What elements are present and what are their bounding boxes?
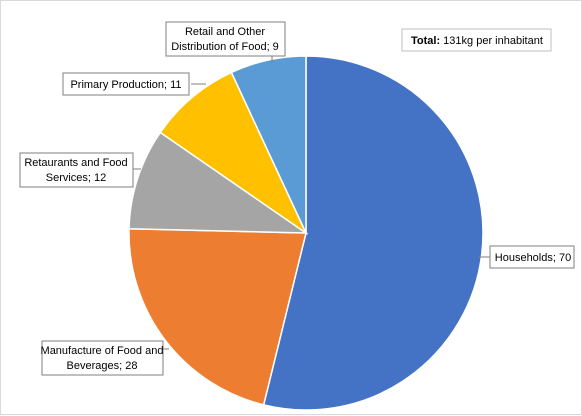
total-annotation: Total: 131kg per inhabitant: [401, 28, 552, 52]
data-label-text: Primary Production; 11: [70, 79, 181, 91]
data-label-text: Households; 70: [495, 252, 571, 264]
data-label-retail-and-other-distribution-of-food: Retail and Other Distribution of Food; 9: [165, 21, 286, 57]
data-label-line: Primary Production; 11: [70, 79, 181, 91]
data-label-households: Households; 70: [489, 245, 575, 269]
data-label-line: Services; 12: [46, 172, 107, 184]
data-label-box: [41, 340, 164, 376]
total-annotation-bold: Total:: [411, 35, 440, 47]
data-label-text: Manufacture of Food and Beverages; 28: [41, 345, 164, 372]
data-label-line: Distribution of Food; 9: [171, 41, 279, 53]
data-label-text: Retaurants and Food Services; 12: [24, 157, 127, 184]
data-labels-layer: Households; 70 Manufacture of Food and Bev…: [19, 21, 575, 376]
data-label-box: [62, 72, 190, 96]
data-label-box: [489, 245, 575, 269]
total-annotation-text: Total: 131kg per inhabitant: [411, 35, 543, 47]
pie-slice-manufacture-of-food-and-beverages: [128, 227, 307, 406]
pie-slice-retaurants-and-food-services: [128, 131, 309, 234]
data-label-retaurants-and-food-services: Retaurants and Food Services; 12: [19, 152, 134, 188]
slices-layer: [128, 55, 484, 411]
pie-slice-primary-production: [159, 71, 308, 236]
total-annotation-box: [401, 28, 552, 52]
data-label-line: Beverages; 28: [67, 360, 138, 372]
data-label-line: Retaurants and Food: [24, 157, 127, 169]
total-annotation-value: 131kg per inhabitant: [440, 35, 543, 47]
data-label-text: Retail and Other Distribution of Food; 9: [171, 26, 279, 53]
data-label-line: Manufacture of Food and: [41, 345, 164, 357]
data-label-line: Households; 70: [495, 252, 571, 264]
data-label-manufacture-of-food-and-beverages: Manufacture of Food and Beverages; 28: [41, 340, 164, 376]
data-label-primary-production: Primary Production; 11: [62, 72, 190, 96]
pie-slice-households: [262, 55, 484, 411]
pie-slice-retail-and-other-distribution-of-food: [230, 55, 307, 234]
data-label-line: Retail and Other: [185, 26, 265, 38]
data-label-box: [165, 21, 286, 57]
data-label-box: [19, 152, 134, 188]
